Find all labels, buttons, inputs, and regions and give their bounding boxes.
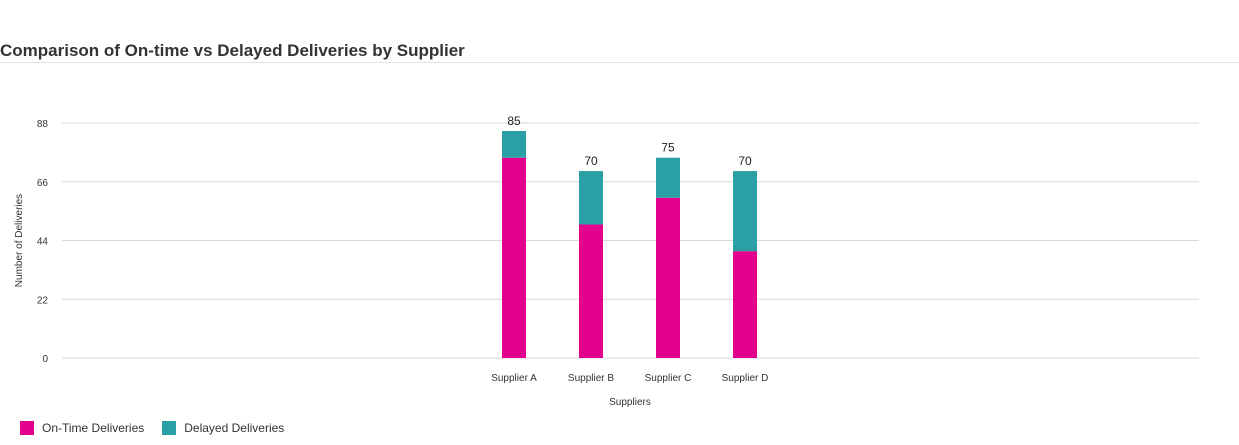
bar-total-label: 70 xyxy=(738,154,752,168)
x-tick-label: Supplier B xyxy=(568,373,614,384)
y-tick-label: 66 xyxy=(37,178,49,189)
bar-on-time xyxy=(579,224,603,358)
chart-plot-area: 0 22 44 66 88 Number of Deliveries 85 Supplier … xyxy=(14,114,1199,408)
bar-delayed xyxy=(733,171,757,252)
bar-on-time xyxy=(656,197,680,358)
legend-item-on-time[interactable]: On-Time Deliveries xyxy=(20,421,144,435)
x-tick-label: Supplier A xyxy=(491,373,537,384)
legend-swatch-delayed xyxy=(162,421,177,435)
bar-total-label: 85 xyxy=(507,114,521,128)
bar-on-time xyxy=(733,251,757,358)
y-axis-title: Number of Deliveries xyxy=(14,194,25,287)
chart-title: Comparison of On-time vs Delayed Deliver… xyxy=(0,41,465,60)
bar-total-label: 75 xyxy=(661,141,675,155)
chart-legend: On-Time Deliveries Delayed Deliveries xyxy=(20,421,302,435)
title-divider xyxy=(0,62,1239,63)
legend-label-on-time: On-Time Deliveries xyxy=(42,421,145,435)
legend-label-delayed: Delayed Deliveries xyxy=(184,421,285,435)
bar-delayed xyxy=(502,131,526,158)
bar-delayed xyxy=(579,171,603,225)
x-axis-title: Suppliers xyxy=(609,397,651,408)
x-tick-label: Supplier C xyxy=(645,373,692,384)
bar-total-label: 70 xyxy=(584,154,598,168)
legend-swatch-on-time xyxy=(20,421,34,435)
legend-item-delayed[interactable]: Delayed Deliveries xyxy=(162,421,284,435)
y-tick-label: 22 xyxy=(37,295,49,306)
bar-on-time xyxy=(502,157,526,358)
bar-delayed xyxy=(656,157,680,198)
y-tick-label: 0 xyxy=(42,354,48,365)
y-tick-label: 44 xyxy=(37,237,49,248)
x-tick-label: Supplier D xyxy=(722,373,769,384)
y-tick-label: 88 xyxy=(37,119,49,130)
